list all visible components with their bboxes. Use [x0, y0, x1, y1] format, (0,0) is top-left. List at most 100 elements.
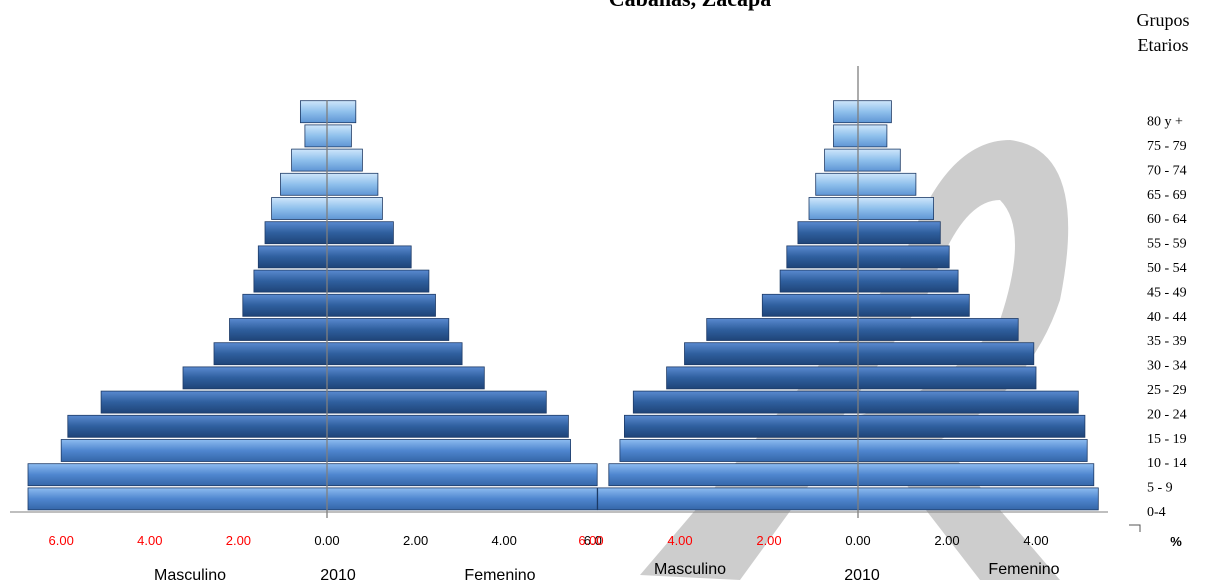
bar-masculino-70-74: [824, 148, 859, 172]
bar-masculino-75-79: [304, 124, 328, 148]
bar-masculino-70-74: [291, 148, 328, 172]
age-group-label: 55 - 59: [1147, 237, 1187, 252]
bar-femenino-0-4: [857, 487, 1099, 511]
bar-masculino-80yplus: [299, 100, 328, 124]
bar-femenino-65-69: [857, 172, 917, 196]
x-tick-label: 2.00: [934, 533, 959, 548]
bar-masculino-20-24: [632, 390, 859, 414]
x-tick-label: 4.00: [137, 533, 162, 548]
bar-femenino-80yplus: [326, 100, 357, 124]
bar-masculino-65-69: [280, 172, 328, 196]
x-tick-label: 2.00: [403, 533, 428, 548]
bar-femenino-15-19: [857, 414, 1086, 438]
bar-femenino-55-59: [857, 221, 941, 245]
x-tick-label: 2.00: [756, 533, 781, 548]
bar-femenino-5-9: [326, 463, 598, 487]
bar-masculino-25-29: [666, 366, 859, 390]
bar-femenino-55-59: [326, 221, 394, 245]
age-group-label: 0-4: [1147, 505, 1166, 520]
bar-masculino-55-59: [264, 221, 328, 245]
bar-masculino-25-29: [182, 366, 328, 390]
bar-masculino-45-49: [253, 269, 328, 293]
x-tick-label: 0.00: [314, 533, 339, 548]
age-group-label: 5 - 9: [1147, 481, 1173, 496]
bar-masculino-60-64: [271, 197, 328, 220]
bar-femenino-45-49: [326, 269, 430, 293]
bar-masculino-5-9: [608, 463, 859, 487]
bar-femenino-20-24: [326, 390, 547, 414]
bar-masculino-30-34: [684, 342, 859, 366]
x-tick-label: 0.00: [845, 533, 870, 548]
bar-masculino-10-14: [60, 439, 328, 462]
bar-femenino-70-74: [326, 148, 363, 172]
bar-masculino-5-9: [27, 463, 328, 487]
bar-femenino-30-34: [326, 342, 463, 366]
bar-femenino-80yplus: [857, 100, 892, 124]
bar-masculino-10-14: [619, 439, 859, 462]
age-group-label: 40 - 44: [1147, 310, 1187, 325]
bar-femenino-45-49: [857, 269, 959, 293]
age-group-label: 25 - 29: [1147, 383, 1187, 398]
age-group-label: 75 - 79: [1147, 139, 1187, 154]
bar-femenino-15-19: [326, 414, 569, 438]
legend-title-line1: Grupos: [1137, 10, 1190, 30]
bar-masculino-40-44: [761, 293, 859, 317]
age-group-label: 20 - 24: [1147, 407, 1187, 422]
xlabel-masculino: Masculino: [654, 561, 726, 578]
bar-femenino-50-54: [857, 245, 950, 269]
xlabel-masculino: Masculino: [154, 567, 226, 583]
bar-masculino-15-19: [67, 414, 328, 438]
age-group-label: 15 - 19: [1147, 432, 1187, 447]
bar-masculino-55-59: [797, 221, 859, 245]
x-tick-label: 4.00: [492, 533, 517, 548]
age-group-label: 10 - 14: [1147, 456, 1187, 471]
bar-femenino-40-44: [326, 293, 436, 317]
bar-femenino-35-39: [326, 318, 450, 341]
bar-femenino-35-39: [857, 318, 1019, 341]
bar-masculino-35-39: [229, 318, 328, 341]
bar-femenino-65-69: [326, 172, 379, 196]
bar-femenino-40-44: [857, 293, 970, 317]
x-tick-label: 6.00: [49, 533, 74, 548]
axes-layer: [10, 66, 1108, 518]
bar-femenino-0-4: [326, 487, 598, 511]
bar-masculino-45-49: [779, 269, 859, 293]
xlabel-femenino: Femenino: [988, 561, 1059, 578]
corner-bracket: [1129, 524, 1141, 532]
bar-femenino-25-29: [857, 366, 1037, 390]
bar-femenino-10-14: [857, 439, 1088, 462]
bar-masculino-35-39: [706, 318, 859, 341]
bar-femenino-60-64: [326, 197, 383, 220]
x-tick-label: 2.00: [226, 533, 251, 548]
age-group-label: 60 - 64: [1147, 212, 1187, 227]
xlabel-year: 2010: [844, 567, 880, 583]
labels-layer: 6.00 4.00 2.00 0.00 2.00 4.00 6.0 Masculino 2010…: [49, 115, 1187, 583]
bar-masculino-40-44: [242, 293, 328, 317]
bar-femenino-5-9: [857, 463, 1095, 487]
age-group-label: 80 y +: [1147, 115, 1183, 130]
x-tick-label: 6.00: [578, 533, 603, 548]
bar-femenino-50-54: [326, 245, 412, 269]
bar-masculino-20-24: [100, 390, 328, 414]
bar-femenino-30-34: [857, 342, 1035, 366]
bars-layer: [27, 100, 1099, 511]
age-group-label: 30 - 34: [1147, 359, 1187, 374]
xlabel-femenino: Femenino: [464, 567, 535, 583]
bar-femenino-20-24: [857, 390, 1079, 414]
bar-masculino-50-54: [257, 245, 328, 269]
percent-label: %: [1170, 534, 1182, 549]
bar-masculino-65-69: [815, 172, 859, 196]
bar-masculino-0-4: [27, 487, 328, 511]
bar-femenino-75-79: [326, 124, 352, 148]
bar-masculino-30-34: [213, 342, 328, 366]
bar-masculino-60-64: [808, 197, 859, 220]
bar-masculino-75-79: [833, 124, 859, 148]
age-group-label: 50 - 54: [1147, 261, 1187, 276]
bar-femenino-75-79: [857, 124, 888, 148]
xlabel-year: 2010: [320, 567, 356, 583]
age-group-label: 35 - 39: [1147, 334, 1187, 349]
bar-masculino-15-19: [624, 414, 859, 438]
bar-masculino-0-4: [597, 487, 859, 511]
